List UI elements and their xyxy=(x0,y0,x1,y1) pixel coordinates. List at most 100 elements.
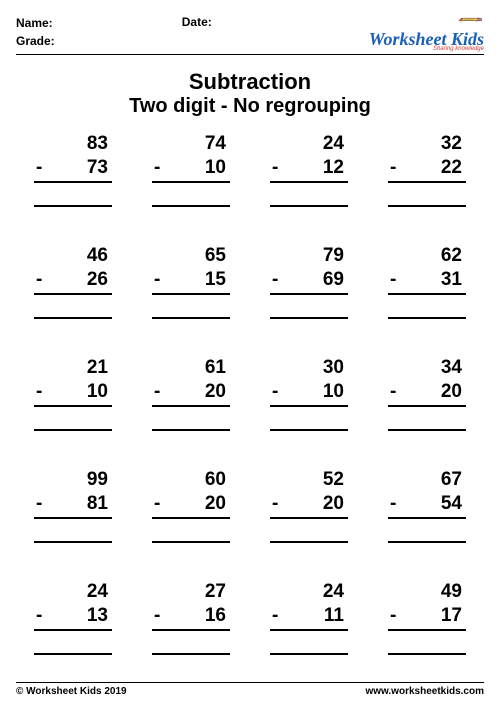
operator-sign: - xyxy=(270,268,278,292)
minuend: 65 xyxy=(152,244,230,268)
header-bar: Name: Grade: Date: Worksheet Kids Sharin… xyxy=(16,14,484,55)
problem-cell: 74-10 xyxy=(152,132,230,226)
subtrahend-row: - 12 xyxy=(270,156,348,183)
minuend: 74 xyxy=(152,132,230,156)
answer-line[interactable] xyxy=(270,633,348,655)
minuend: 27 xyxy=(152,580,230,604)
problem-grid: 83-7374-1024-1232-2246-2665-1579-6962-31… xyxy=(16,132,484,674)
problem-cell: 61-20 xyxy=(152,356,230,450)
subtrahend: 54 xyxy=(441,492,462,516)
minuend: 24 xyxy=(270,132,348,156)
minuend: 30 xyxy=(270,356,348,380)
minuend: 67 xyxy=(388,468,466,492)
minuend: 49 xyxy=(388,580,466,604)
subtrahend-row: - 17 xyxy=(388,604,466,631)
subtrahend: 22 xyxy=(441,156,462,180)
problem-cell: 46- 26 xyxy=(34,244,112,338)
subtrahend-row: - 11 xyxy=(270,604,348,631)
operator-sign: - xyxy=(388,492,396,516)
minuend: 34 xyxy=(388,356,466,380)
answer-line[interactable] xyxy=(388,185,466,207)
operator-sign: - xyxy=(152,492,160,516)
problem-cell: 27-16 xyxy=(152,580,230,674)
subtrahend-row: -20 xyxy=(152,380,230,407)
answer-line[interactable] xyxy=(388,633,466,655)
answer-line[interactable] xyxy=(152,297,230,319)
title-block: Subtraction Two digit - No regrouping xyxy=(16,69,484,118)
problem-cell: 83-73 xyxy=(34,132,112,226)
problem-cell: 24-11 xyxy=(270,580,348,674)
operator-sign: - xyxy=(152,380,160,404)
subtrahend-row: -15 xyxy=(152,268,230,295)
answer-line[interactable] xyxy=(34,409,112,431)
subtrahend: 26 xyxy=(87,268,108,292)
answer-line[interactable] xyxy=(388,297,466,319)
logo: Worksheet Kids Sharing knowledge xyxy=(369,14,484,52)
problem-cell: 32-22 xyxy=(388,132,466,226)
title-sub: Two digit - No regrouping xyxy=(16,95,484,118)
footer-url: www.worksheetkids.com xyxy=(365,686,484,697)
answer-line[interactable] xyxy=(388,409,466,431)
answer-line[interactable] xyxy=(270,521,348,543)
answer-line[interactable] xyxy=(34,521,112,543)
answer-line[interactable] xyxy=(152,185,230,207)
answer-line[interactable] xyxy=(388,521,466,543)
subtrahend: 11 xyxy=(324,604,344,628)
date-label: Date: xyxy=(182,14,212,29)
subtrahend: 81 xyxy=(87,492,108,516)
subtrahend: 20 xyxy=(205,492,226,516)
problem-cell: 24-13 xyxy=(34,580,112,674)
minuend: 79 xyxy=(270,244,348,268)
answer-line[interactable] xyxy=(270,297,348,319)
subtrahend-row: -69 xyxy=(270,268,348,295)
operator-sign: - xyxy=(270,156,278,180)
problem-cell: 52-20 xyxy=(270,468,348,562)
operator-sign: - xyxy=(152,604,160,628)
minuend: 61 xyxy=(152,356,230,380)
answer-line[interactable] xyxy=(270,185,348,207)
answer-line[interactable] xyxy=(270,409,348,431)
subtrahend-row: -22 xyxy=(388,156,466,183)
subtrahend-row: -10 xyxy=(270,380,348,407)
operator-sign: - xyxy=(388,604,396,628)
answer-line[interactable] xyxy=(152,521,230,543)
answer-line[interactable] xyxy=(34,185,112,207)
grade-label: Grade: xyxy=(16,32,55,50)
problem-cell: 62-31 xyxy=(388,244,466,338)
subtrahend-row: - 20 xyxy=(152,492,230,519)
subtrahend-row: -16 xyxy=(152,604,230,631)
operator-sign: - xyxy=(270,604,278,628)
operator-sign: - xyxy=(34,492,42,516)
minuend: 83 xyxy=(34,132,112,156)
problem-cell: 99-81 xyxy=(34,468,112,562)
answer-line[interactable] xyxy=(34,297,112,319)
operator-sign: - xyxy=(34,604,42,628)
operator-sign: - xyxy=(388,268,396,292)
subtrahend: 10 xyxy=(205,156,226,180)
operator-sign: - xyxy=(270,492,278,516)
problem-cell: 60-20 xyxy=(152,468,230,562)
subtrahend-row: -10 xyxy=(34,380,112,407)
subtrahend: 10 xyxy=(87,380,108,404)
subtrahend: 12 xyxy=(323,156,344,180)
footer-bar: © Worksheet Kids 2019 www.worksheetkids.… xyxy=(16,682,484,697)
answer-line[interactable] xyxy=(34,633,112,655)
answer-line[interactable] xyxy=(152,633,230,655)
subtrahend-row: - 54 xyxy=(388,492,466,519)
worksheet-page: Name: Grade: Date: Worksheet Kids Sharin… xyxy=(0,0,500,707)
subtrahend: 31 xyxy=(441,268,462,292)
problem-cell: 24- 12 xyxy=(270,132,348,226)
subtrahend-row: -20 xyxy=(388,380,466,407)
answer-line[interactable] xyxy=(152,409,230,431)
minuend: 32 xyxy=(388,132,466,156)
operator-sign: - xyxy=(270,380,278,404)
operator-sign: - xyxy=(34,268,42,292)
name-label: Name: xyxy=(16,14,55,32)
subtrahend: 17 xyxy=(441,604,462,628)
header-left: Name: Grade: xyxy=(16,14,55,50)
problem-cell: 67- 54 xyxy=(388,468,466,562)
subtrahend: 73 xyxy=(87,156,108,180)
minuend: 46 xyxy=(34,244,112,268)
subtrahend-row: - 26 xyxy=(34,268,112,295)
footer-copyright: © Worksheet Kids 2019 xyxy=(16,686,127,697)
